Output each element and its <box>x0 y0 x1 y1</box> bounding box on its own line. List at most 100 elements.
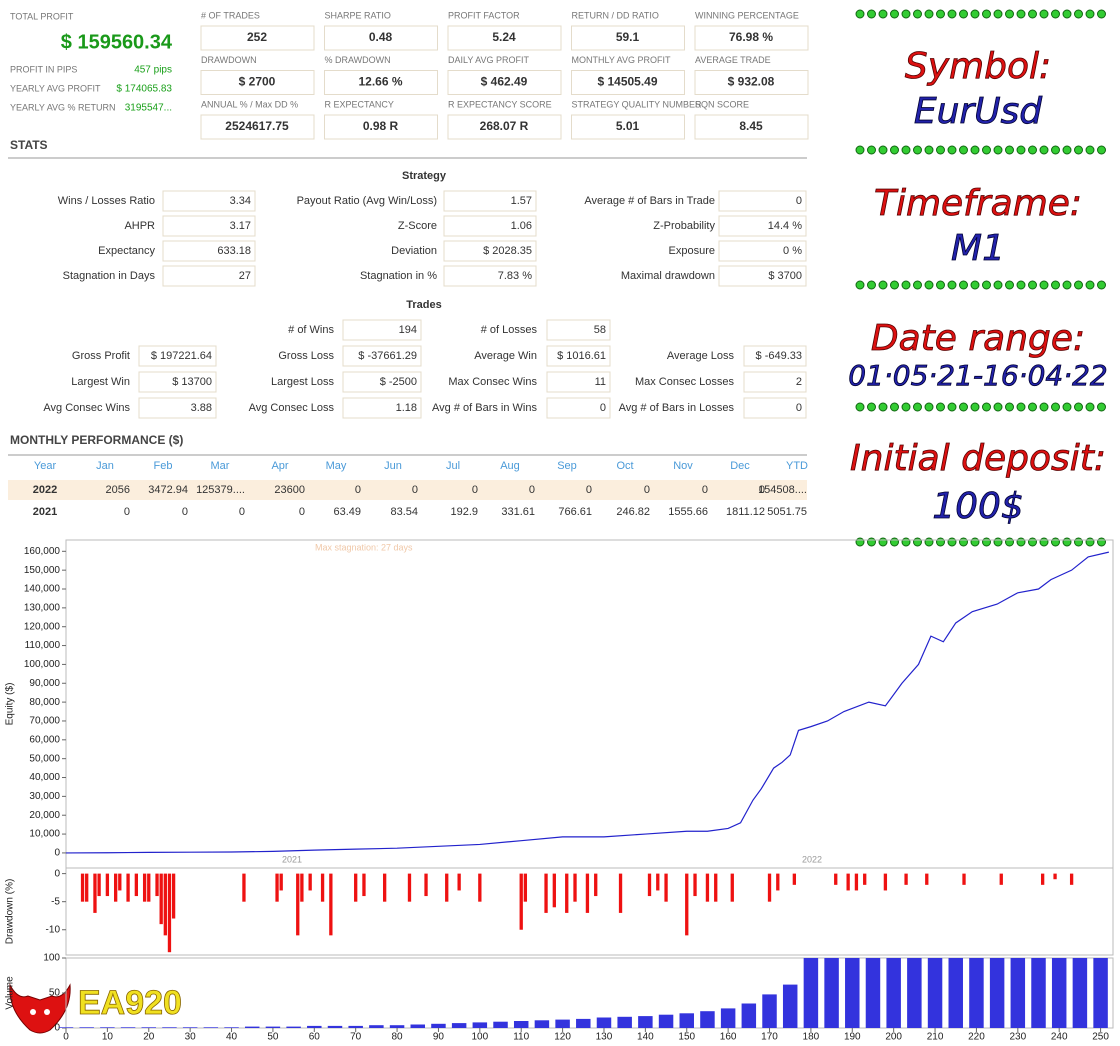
value-box <box>743 345 807 367</box>
value-box <box>200 25 315 51</box>
star-divider <box>959 145 968 155</box>
star-divider <box>878 145 888 155</box>
star-divider <box>878 537 888 547</box>
bar <box>424 873 428 897</box>
bar <box>618 873 623 913</box>
bar <box>134 873 139 897</box>
y-tick-label: 50 <box>49 988 61 999</box>
y-tick-label: 40,000 <box>29 772 60 783</box>
metric-value: 8.45 <box>739 119 763 133</box>
bar <box>329 873 333 936</box>
month-header: Jun <box>384 460 402 472</box>
metric-value: 0.48 <box>369 30 393 44</box>
star-divider <box>970 402 980 412</box>
star-divider <box>890 9 899 19</box>
summary-value: 3195547... <box>125 103 172 114</box>
y-tick-label: 90,000 <box>29 678 60 689</box>
month-header: YTD <box>786 460 808 472</box>
bar <box>203 1027 219 1028</box>
star-divider <box>901 402 911 412</box>
month-header: Dec <box>730 460 750 472</box>
star-divider <box>1097 537 1106 547</box>
month-header: May <box>326 460 347 472</box>
star-divider <box>1074 280 1083 290</box>
bar <box>1031 958 1046 1028</box>
month-value: 0 <box>239 506 245 518</box>
value-box <box>443 240 537 262</box>
star-divider <box>1062 9 1072 19</box>
star-divider <box>936 537 945 547</box>
stat-label: AHPR <box>124 220 155 232</box>
month-value: 0 <box>759 484 765 496</box>
stat-label: Stagnation in Days <box>63 270 156 282</box>
bar <box>705 873 710 902</box>
star-divider <box>1051 402 1060 412</box>
bar <box>555 1019 570 1028</box>
stat-label: Wins / Losses Ratio <box>58 195 155 207</box>
star-divider <box>867 9 876 19</box>
y-axis-label: Drawdown (%) <box>5 879 16 945</box>
star-divider <box>924 9 934 19</box>
side-value: 01·05·21-16·04·22 <box>848 359 1107 392</box>
y-tick-label: 60,000 <box>29 734 60 745</box>
stat-value: $ 1016.61 <box>557 350 606 362</box>
star-divider <box>947 402 957 412</box>
side-value: EurUsd <box>914 91 1043 132</box>
y-tick-label: 140,000 <box>24 584 61 595</box>
star-divider <box>947 145 957 155</box>
bar <box>308 873 312 891</box>
star-divider <box>867 402 876 412</box>
bar <box>544 873 548 913</box>
star-divider <box>970 9 980 19</box>
star-divider <box>1085 9 1095 19</box>
star-divider <box>1039 402 1049 412</box>
stat-label: Avg # of Bars in Wins <box>432 402 537 414</box>
bar <box>664 873 668 902</box>
value-box <box>546 345 611 367</box>
bar <box>307 1025 322 1028</box>
month-header: Jul <box>446 460 460 472</box>
x-tick-label: 40 <box>226 1032 238 1043</box>
star-divider <box>1085 280 1095 290</box>
stat-label: Max Consec Wins <box>448 376 537 388</box>
bar <box>451 1023 467 1028</box>
value-box <box>546 397 611 419</box>
month-header: Aug <box>500 460 520 472</box>
bar <box>389 1025 405 1028</box>
star-divider <box>890 537 899 547</box>
y-tick-label: 10,000 <box>29 829 60 840</box>
value-box <box>447 70 562 95</box>
month-header: Feb <box>154 460 173 472</box>
bar <box>80 873 85 902</box>
metric-label: AVERAGE TRADE <box>695 55 771 65</box>
bar <box>348 1025 363 1028</box>
month-value: 154508.... <box>758 484 807 496</box>
month-value: 0 <box>299 506 305 518</box>
value-box <box>571 114 685 140</box>
summary-label: PROFIT IN PIPS <box>10 64 77 74</box>
metric-label: % DRAWDOWN <box>325 55 391 65</box>
month-value: 0 <box>472 484 478 496</box>
x-tick-label: 30 <box>185 1032 197 1043</box>
metric-label: ANNUAL % / Max DD % <box>201 99 298 109</box>
star-divider <box>1074 145 1083 155</box>
stat-label: Z-Score <box>398 220 437 232</box>
value-box <box>324 25 438 51</box>
bar <box>457 873 461 891</box>
y-tick-label: 50,000 <box>29 753 60 764</box>
metric-value: $ 932.08 <box>728 75 775 89</box>
value-box <box>138 371 217 393</box>
star-divider <box>1005 9 1014 19</box>
metric-label: MONTHLY AVG PROFIT <box>572 55 672 65</box>
bar <box>927 958 943 1028</box>
bar <box>519 873 523 930</box>
bar <box>493 1021 508 1028</box>
month-header: Oct <box>616 460 633 472</box>
x-tick-label: 170 <box>761 1032 778 1043</box>
month-value: 3472.94 <box>148 484 188 496</box>
metric-label: STRATEGY QUALITY NUMBER <box>572 99 703 109</box>
star-divider <box>913 402 922 412</box>
stat-label: Average Win <box>474 350 537 362</box>
star-divider <box>924 537 934 547</box>
bar <box>989 958 1005 1028</box>
